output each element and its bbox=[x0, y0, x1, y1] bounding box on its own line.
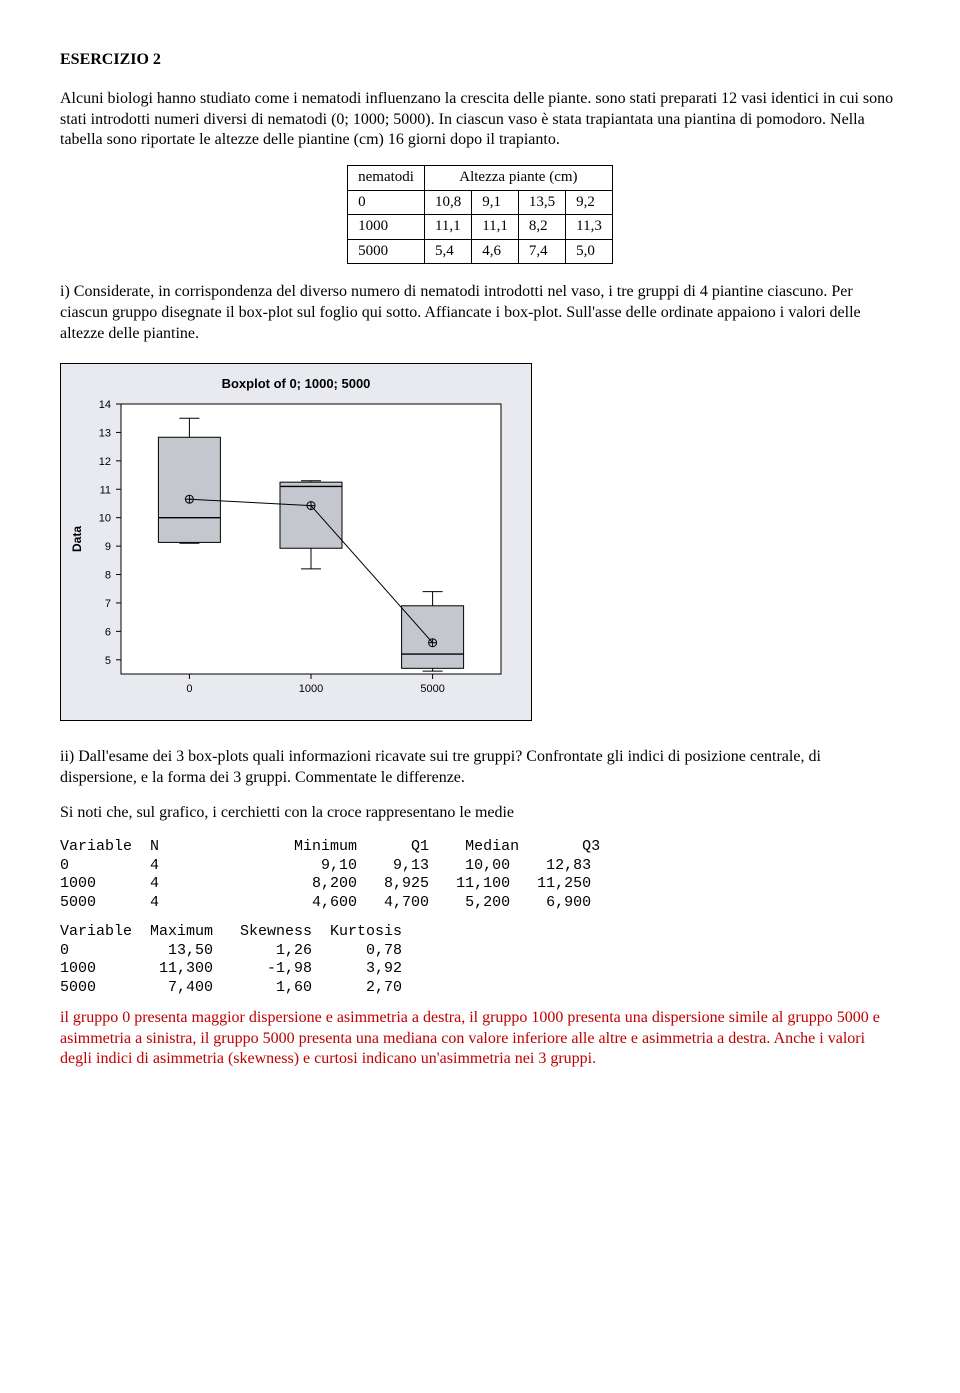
svg-text:1000: 1000 bbox=[299, 683, 323, 695]
svg-text:9: 9 bbox=[105, 541, 111, 553]
question-i: i) Considerate, in corrispondenza del di… bbox=[60, 282, 900, 344]
table-cell: 13,5 bbox=[518, 190, 565, 215]
svg-text:0: 0 bbox=[186, 683, 192, 695]
table-cell: 1000 bbox=[348, 215, 425, 240]
table-cell: 11,1 bbox=[472, 215, 519, 240]
question-ii: ii) Dall'esame dei 3 box-plots quali inf… bbox=[60, 747, 900, 789]
boxplot-chart: Boxplot of 0; 1000; 5000 5 6 7 8 9 10 11 12 13 14 D… bbox=[60, 363, 532, 722]
table-cell: 9,2 bbox=[566, 190, 613, 215]
table-header-nematodi: nematodi bbox=[348, 166, 425, 191]
svg-text:12: 12 bbox=[99, 455, 111, 467]
table-cell: 5,4 bbox=[424, 239, 471, 264]
data-table: nematodi Altezza piante (cm) 010,89,113,… bbox=[347, 165, 613, 264]
conclusion-text-1: il gruppo 0 presenta maggior dispersione… bbox=[60, 1009, 880, 1047]
table-cell: 4,6 bbox=[472, 239, 519, 264]
svg-text:8: 8 bbox=[105, 569, 111, 581]
svg-text:13: 13 bbox=[99, 427, 111, 439]
conclusion: il gruppo 0 presenta maggior dispersione… bbox=[60, 1008, 900, 1070]
svg-text:6: 6 bbox=[105, 626, 111, 638]
table-cell: 0 bbox=[348, 190, 425, 215]
table-cell: 8,2 bbox=[518, 215, 565, 240]
table-cell: 5,0 bbox=[566, 239, 613, 264]
svg-text:Boxplot of 0; 1000; 5000: Boxplot of 0; 1000; 5000 bbox=[222, 376, 371, 391]
table-cell: 11,3 bbox=[566, 215, 613, 240]
svg-text:7: 7 bbox=[105, 598, 111, 610]
table-cell: 9,1 bbox=[472, 190, 519, 215]
stats-table-2: Variable Maximum Skewness Kurtosis 0 13,… bbox=[60, 923, 900, 998]
svg-text:11: 11 bbox=[100, 484, 111, 496]
table-cell: 10,8 bbox=[424, 190, 471, 215]
svg-text:10: 10 bbox=[99, 512, 111, 524]
svg-text:Data: Data bbox=[70, 525, 84, 551]
table-header-altezza: Altezza piante (cm) bbox=[424, 166, 612, 191]
exercise-title: ESERCIZIO 2 bbox=[60, 50, 900, 71]
table-cell: 5000 bbox=[348, 239, 425, 264]
stats-table-1: Variable N Minimum Q1 Median Q3 0 4 9,10… bbox=[60, 838, 900, 913]
table-cell: 11,1 bbox=[424, 215, 471, 240]
svg-text:14: 14 bbox=[99, 399, 111, 411]
note-means: Si noti che, sul grafico, i cerchietti c… bbox=[60, 803, 900, 824]
svg-text:5: 5 bbox=[105, 654, 111, 666]
table-cell: 7,4 bbox=[518, 239, 565, 264]
intro-paragraph: Alcuni biologi hanno studiato come i nem… bbox=[60, 89, 900, 151]
svg-text:5000: 5000 bbox=[420, 683, 444, 695]
